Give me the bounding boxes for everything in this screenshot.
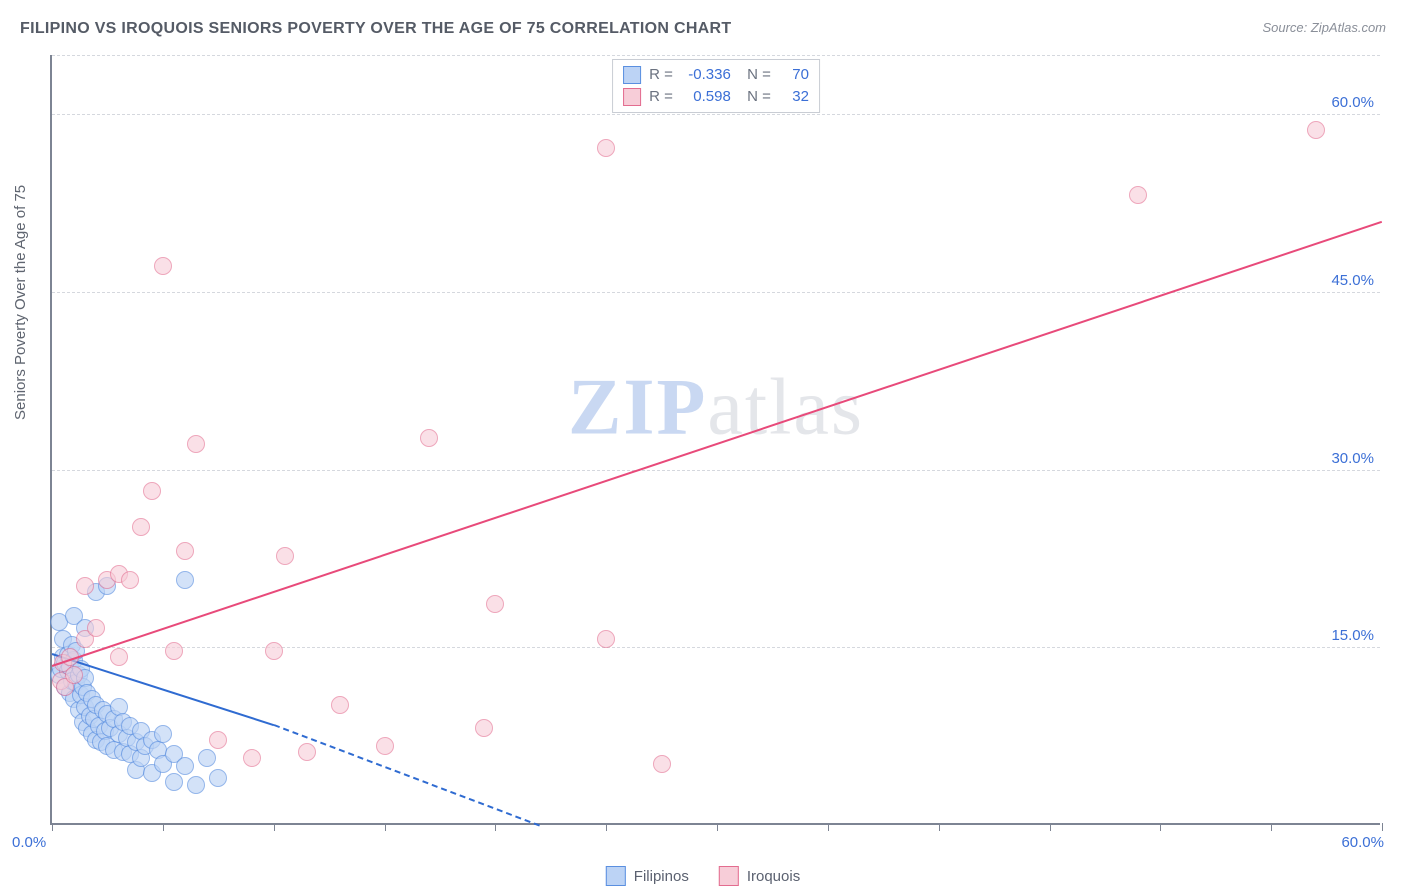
gridline	[52, 114, 1380, 115]
y-tick-label: 30.0%	[1331, 450, 1374, 467]
gridline	[52, 292, 1380, 293]
gridline	[52, 647, 1380, 648]
x-tick	[385, 823, 386, 831]
gridline	[52, 55, 1380, 56]
y-axis-label: Seniors Poverty Over the Age of 75	[12, 185, 29, 420]
stats-row: R = -0.336 N = 70	[623, 64, 809, 86]
data-point	[143, 482, 161, 500]
regression-line	[273, 724, 540, 827]
legend-item: Iroquois	[719, 866, 800, 886]
bottom-legend: Filipinos Iroquois	[606, 866, 800, 886]
source-label: Source: ZipAtlas.com	[1262, 20, 1386, 35]
x-tick	[1271, 823, 1272, 831]
data-point	[154, 257, 172, 275]
x-tick	[828, 823, 829, 831]
x-start-label: 0.0%	[12, 834, 46, 851]
data-point	[265, 642, 283, 660]
stat-r-value: 0.598	[681, 86, 731, 108]
x-tick	[1050, 823, 1051, 831]
regression-line	[52, 221, 1383, 667]
data-point	[65, 666, 83, 684]
legend-label: Iroquois	[747, 868, 800, 885]
x-end-label: 60.0%	[1341, 834, 1384, 851]
chart-plot-area: ZIPatlas 15.0%30.0%45.0%60.0% R =-0.336 …	[50, 55, 1380, 825]
data-point	[176, 571, 194, 589]
data-point	[1307, 121, 1325, 139]
data-point	[110, 648, 128, 666]
series-swatch	[623, 66, 641, 84]
y-tick-label: 60.0%	[1331, 94, 1374, 111]
data-point	[187, 776, 205, 794]
x-tick	[606, 823, 607, 831]
data-point	[154, 725, 172, 743]
data-point	[276, 547, 294, 565]
data-point	[209, 731, 227, 749]
data-point	[376, 737, 394, 755]
data-point	[597, 630, 615, 648]
data-point	[165, 773, 183, 791]
data-point	[298, 743, 316, 761]
data-point	[420, 429, 438, 447]
legend-swatch	[719, 866, 739, 886]
data-point	[1129, 186, 1147, 204]
x-tick	[717, 823, 718, 831]
stat-r-label: R =	[649, 86, 673, 108]
data-point	[132, 518, 150, 536]
data-point	[176, 757, 194, 775]
gridline	[52, 470, 1380, 471]
y-tick-label: 45.0%	[1331, 272, 1374, 289]
data-point	[165, 642, 183, 660]
data-point	[486, 595, 504, 613]
x-tick	[1382, 823, 1383, 831]
stat-n-label: N =	[739, 86, 771, 108]
x-tick	[1160, 823, 1161, 831]
stat-n-value: 32	[779, 86, 809, 108]
stat-r-value: -0.336	[681, 64, 731, 86]
data-point	[176, 542, 194, 560]
x-tick	[495, 823, 496, 831]
x-tick	[274, 823, 275, 831]
x-tick	[163, 823, 164, 831]
x-tick	[52, 823, 53, 831]
data-point	[87, 619, 105, 637]
plot-layer: 15.0% 30.0% 45.0% 60.0%	[52, 55, 1380, 823]
legend-swatch	[606, 866, 626, 886]
data-point	[198, 749, 216, 767]
stat-n-label: N =	[739, 64, 771, 86]
data-point	[597, 139, 615, 157]
data-point	[76, 577, 94, 595]
chart-title: FILIPINO VS IROQUOIS SENIORS POVERTY OVE…	[20, 20, 731, 38]
legend-item: Filipinos	[606, 866, 689, 886]
x-tick	[939, 823, 940, 831]
legend-label: Filipinos	[634, 868, 689, 885]
data-point	[243, 749, 261, 767]
data-point	[331, 696, 349, 714]
data-point	[209, 769, 227, 787]
data-point	[187, 435, 205, 453]
stats-legend-box: R = -0.336 N = 70 R = 0.598 N = 32	[612, 59, 820, 113]
data-point	[121, 571, 139, 589]
y-tick-label: 15.0%	[1331, 627, 1374, 644]
stat-r-label: R =	[649, 64, 673, 86]
stats-row: R = 0.598 N = 32	[623, 86, 809, 108]
stat-n-value: 70	[779, 64, 809, 86]
data-point	[653, 755, 671, 773]
data-point	[475, 719, 493, 737]
series-swatch	[623, 88, 641, 106]
